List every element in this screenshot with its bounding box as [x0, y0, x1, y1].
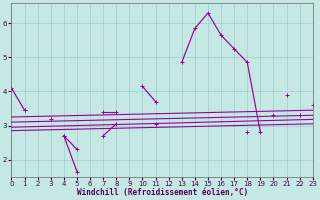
X-axis label: Windchill (Refroidissement éolien,°C): Windchill (Refroidissement éolien,°C): [76, 188, 248, 197]
